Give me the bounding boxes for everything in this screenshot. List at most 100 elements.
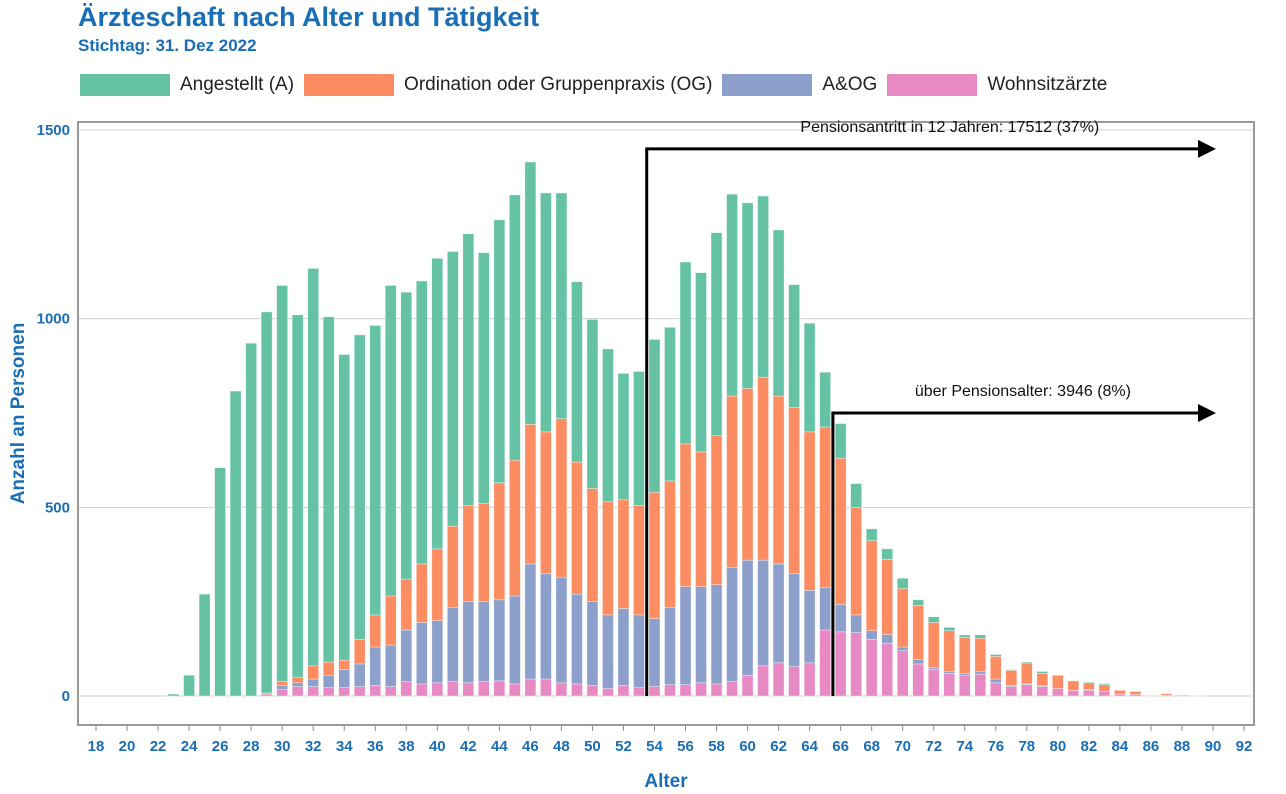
bar-segment[interactable] [989,678,1002,684]
bar-segment[interactable] [695,451,707,587]
bar-segment[interactable] [198,593,211,697]
bar-segment[interactable] [664,684,676,697]
bar-segment[interactable] [1145,694,1157,697]
bar-segment[interactable] [276,688,288,697]
bar-segment[interactable] [865,639,878,697]
bar-segment[interactable] [803,431,816,591]
bar-segment[interactable] [679,261,692,445]
bar-segment[interactable] [586,488,599,602]
bar-segment[interactable] [958,637,971,674]
bar-segment[interactable] [555,576,568,684]
bar-segment[interactable] [974,634,987,639]
bar-segment[interactable] [648,339,661,493]
bar-segment[interactable] [927,616,940,623]
bar-segment[interactable] [384,686,397,697]
bar-segment[interactable] [664,607,676,685]
legend-item-a-og[interactable]: A&OG [722,74,877,96]
bar-segment[interactable] [571,281,583,463]
bar-segment[interactable] [555,418,568,578]
bar-segment[interactable] [695,682,707,697]
bar-segment[interactable] [369,614,382,648]
bar-segment[interactable] [772,662,785,697]
bar-segment[interactable] [291,686,304,697]
bar-segment[interactable] [834,457,847,605]
bar-segment[interactable] [384,644,397,687]
bar-segment[interactable] [1114,690,1126,695]
bar-segment[interactable] [726,193,738,397]
bar-segment[interactable] [338,687,351,697]
bar-segment[interactable] [571,683,583,697]
bar-segment[interactable] [834,423,847,459]
bar-segment[interactable] [1083,682,1095,690]
bar-segment[interactable] [415,280,428,565]
bar-segment[interactable] [400,629,413,682]
bar-segment[interactable] [974,673,987,697]
bar-segment[interactable] [819,587,831,631]
bar-segment[interactable] [772,563,785,664]
bar-segment[interactable] [555,682,568,697]
bar-segment[interactable] [291,682,304,687]
bar-segment[interactable] [881,548,893,560]
bar-segment[interactable] [524,424,537,565]
bar-segment[interactable] [509,459,521,597]
bar-segment[interactable] [602,348,614,502]
bar-segment[interactable] [710,232,723,436]
bar-segment[interactable] [757,665,769,697]
bar-segment[interactable] [633,614,645,688]
bar-segment[interactable] [617,373,630,501]
bar-segment[interactable] [1098,684,1111,692]
bar-segment[interactable] [384,595,397,646]
bar-segment[interactable] [586,601,599,686]
bar-segment[interactable] [353,334,366,640]
bar-segment[interactable] [602,688,614,697]
bar-segment[interactable] [865,540,878,632]
bar-segment[interactable] [353,663,366,687]
bar-segment[interactable] [540,678,552,697]
bar-segment[interactable] [369,646,382,686]
bar-segment[interactable] [850,483,862,508]
bar-segment[interactable] [974,637,987,672]
bar-segment[interactable] [1191,695,1204,697]
bar-segment[interactable] [943,673,956,697]
bar-segment[interactable] [462,601,475,684]
bar-segment[interactable] [493,482,506,601]
bar-segment[interactable] [958,674,971,697]
bar-segment[interactable] [896,650,909,697]
bar-segment[interactable] [834,631,847,697]
bar-segment[interactable] [633,505,645,616]
bar-segment[interactable] [912,599,925,606]
bar-segment[interactable] [1098,683,1111,685]
bar-segment[interactable] [415,563,428,623]
bar-segment[interactable] [943,627,956,632]
bar-segment[interactable] [276,285,288,682]
bar-segment[interactable] [819,371,831,428]
legend-item-wohnsitzaerzte[interactable]: Wohnsitzärzte [887,74,1107,96]
bar-segment[interactable] [881,642,893,697]
bar-segment[interactable] [1036,673,1049,687]
bar-segment[interactable] [307,678,319,687]
bar-segment[interactable] [369,325,382,616]
bar-segment[interactable] [1005,686,1018,697]
bar-segment[interactable] [741,559,754,676]
bar-segment[interactable] [788,666,800,697]
bar-segment[interactable] [1083,681,1095,684]
bar-segment[interactable] [648,686,661,697]
bar-segment[interactable] [322,661,335,676]
bar-segment[interactable] [260,311,273,694]
bar-segment[interactable] [602,501,614,616]
bar-segment[interactable] [803,322,816,433]
bar-segment[interactable] [788,573,800,667]
bar-segment[interactable] [896,646,909,652]
bar-segment[interactable] [571,593,583,685]
bar-segment[interactable] [431,620,444,684]
bar-segment[interactable] [896,588,909,648]
bar-segment[interactable] [509,194,521,461]
bar-segment[interactable] [431,682,444,697]
bar-segment[interactable] [850,507,862,616]
bar-segment[interactable] [896,577,909,589]
bar-segment[interactable] [245,342,257,697]
bar-segment[interactable] [664,480,676,608]
bar-segment[interactable] [478,601,490,682]
bar-segment[interactable] [1021,662,1033,685]
bar-segment[interactable] [695,586,707,684]
